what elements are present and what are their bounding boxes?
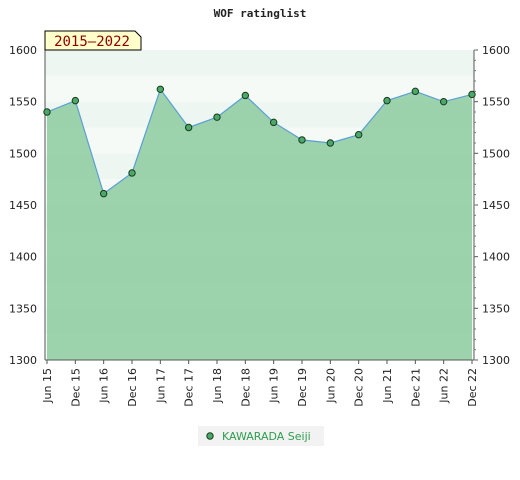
y-tick-label-right: 1450 <box>482 199 510 212</box>
x-tick-label: Dec 16 <box>126 368 139 407</box>
x-tick-label: Dec 17 <box>183 368 196 407</box>
data-point <box>184 123 193 132</box>
y-tick-label-right: 1550 <box>482 96 510 109</box>
y-tick-label-left: 1400 <box>9 251 37 264</box>
y-tick-label-left: 1500 <box>9 147 37 160</box>
data-point <box>43 108 51 116</box>
data-point <box>269 118 278 127</box>
legend-marker <box>206 432 214 440</box>
x-tick-label: Jun 18 <box>211 368 224 404</box>
y-tick-label-left: 1550 <box>9 96 37 109</box>
x-tick-label: Dec 19 <box>296 368 309 407</box>
x-tick-label: Jun 15 <box>41 368 54 404</box>
x-tick-label: Dec 20 <box>353 368 366 407</box>
data-point <box>128 169 136 177</box>
y-tick-label-right: 1500 <box>482 147 510 160</box>
data-point <box>354 131 363 139</box>
data-point <box>439 97 448 106</box>
legend-label: KAWARADA Seiji <box>222 430 311 443</box>
period-badge-text: 2015–2022 <box>54 34 130 50</box>
x-tick-label: Dec 22 <box>466 368 479 407</box>
y-tick-label-right: 1350 <box>482 302 510 315</box>
background-band <box>45 50 474 76</box>
y-axis-right: 1300 1350 1400 1450 1500 1550 1600 <box>474 44 510 367</box>
x-tick-label: Dec 18 <box>239 368 252 407</box>
y-tick-label-left: 1600 <box>9 44 37 57</box>
data-point <box>156 85 165 93</box>
x-tick-label: Jun 20 <box>324 368 337 404</box>
y-tick-label-right: 1300 <box>482 354 510 367</box>
x-tick-label: Jun 16 <box>98 368 111 404</box>
data-point <box>383 96 391 105</box>
y-axis-left: 1300 1350 1400 1450 1500 1550 1600 <box>9 44 37 367</box>
x-tick-label: Dec 15 <box>69 368 82 407</box>
legend: KAWARADA Seiji <box>198 426 324 446</box>
data-point <box>298 136 306 144</box>
y-tick-label-left: 1350 <box>9 302 37 315</box>
data-points <box>43 85 476 198</box>
data-point <box>213 113 221 121</box>
data-point <box>71 96 80 105</box>
data-point <box>99 189 108 198</box>
y-tick-label-left: 1300 <box>9 354 37 367</box>
chart-title: WOF ratinglist <box>214 7 307 20</box>
x-tick-label: Jun 22 <box>438 368 451 404</box>
x-axis-labels: Jun 15 Dec 15 Jun 16 Dec 16 Jun 17 Dec 17 Jun … <box>41 360 479 407</box>
data-point <box>468 90 476 99</box>
area-layer <box>46 87 473 361</box>
data-point <box>326 139 335 147</box>
x-tick-label: Dec 21 <box>409 368 422 407</box>
data-point <box>241 91 250 100</box>
data-point <box>411 87 420 96</box>
y-tick-label-left: 1450 <box>9 199 37 212</box>
y-tick-label-right: 1600 <box>482 44 510 57</box>
series-line <box>46 87 473 195</box>
x-tick-label: Jun 21 <box>381 368 394 404</box>
period-badge: 2015–2022 <box>44 30 142 51</box>
series-area <box>47 89 472 361</box>
y-tick-label-right: 1400 <box>482 251 510 264</box>
x-tick-label: Jun 17 <box>154 368 167 404</box>
x-tick-label: Jun 19 <box>268 368 281 404</box>
